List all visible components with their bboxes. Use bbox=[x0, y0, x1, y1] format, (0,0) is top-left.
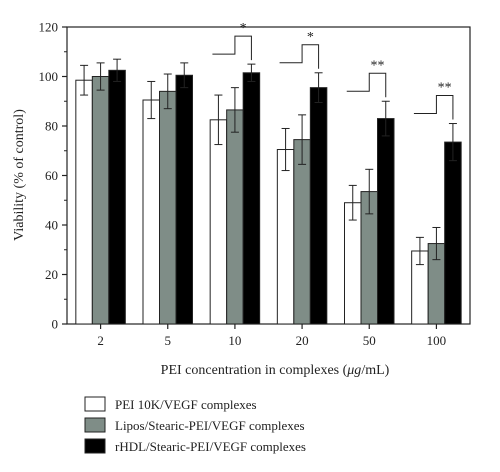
x-tick-label: 50 bbox=[363, 333, 376, 348]
bar bbox=[159, 90, 177, 325]
significance-label: * bbox=[240, 21, 247, 36]
bar bbox=[276, 149, 295, 325]
x-axis-label-suffix: /mL) bbox=[361, 363, 389, 378]
legend: PEI 10K/VEGF complexes Lipos/Stearic-PEI/… bbox=[84, 396, 306, 454]
bar bbox=[293, 139, 311, 325]
legend-swatch bbox=[84, 438, 106, 454]
significance-bracket bbox=[413, 95, 454, 120]
y-tick-label: 120 bbox=[39, 20, 59, 35]
bar bbox=[226, 109, 244, 325]
y-tick-label: 20 bbox=[45, 267, 58, 282]
bar bbox=[91, 76, 110, 325]
y-tick-label: 80 bbox=[45, 119, 58, 134]
y-axis-label: Viability (% of control) bbox=[12, 109, 27, 241]
plot-frame bbox=[66, 26, 471, 325]
y-tick-label: 60 bbox=[45, 168, 58, 183]
y-tick-label: 0 bbox=[52, 317, 59, 332]
bar bbox=[242, 72, 261, 325]
bar bbox=[377, 118, 395, 325]
bar bbox=[344, 202, 362, 325]
y-tick-label: 100 bbox=[39, 69, 59, 84]
x-axis: 2 5 10 20 50 100 bbox=[97, 324, 446, 348]
bar bbox=[444, 141, 462, 325]
x-axis-label-prefix: PEI concentration in complexes ( bbox=[161, 363, 348, 378]
x-tick-label: 10 bbox=[228, 333, 241, 348]
x-tick-label: 100 bbox=[427, 333, 447, 348]
significance-label: * bbox=[307, 30, 314, 45]
bar bbox=[75, 79, 93, 325]
y-tick-label: 40 bbox=[45, 218, 58, 233]
legend-swatch bbox=[84, 417, 106, 433]
significance-bracket bbox=[346, 72, 387, 98]
bar bbox=[108, 69, 126, 325]
x-tick-label: 5 bbox=[165, 333, 172, 348]
x-tick-label: 20 bbox=[296, 333, 309, 348]
significance-label: ** bbox=[371, 58, 385, 73]
legend-label: Lipos/Stearic-PEI/VEGF complexes bbox=[115, 418, 305, 433]
significance-bracket bbox=[212, 35, 252, 61]
significance-bracket bbox=[279, 44, 320, 69]
bar bbox=[209, 119, 228, 325]
bar bbox=[175, 74, 193, 325]
x-tick-label: 2 bbox=[97, 333, 104, 348]
bar bbox=[309, 87, 328, 325]
legend-label: PEI 10K/VEGF complexes bbox=[115, 397, 257, 412]
x-axis-label-unit: μg bbox=[346, 363, 361, 378]
plot-area: ****** bbox=[66, 21, 471, 325]
significance-label: ** bbox=[438, 81, 452, 96]
x-axis-label: PEI concentration in complexes (μg/mL) bbox=[161, 363, 390, 378]
bar bbox=[142, 99, 160, 325]
y-axis: 0 20 40 60 80 100 120 bbox=[39, 20, 67, 332]
legend-label: rHDL/Stearic-PEI/VEGF complexes bbox=[115, 439, 306, 454]
legend-swatch bbox=[84, 396, 106, 412]
